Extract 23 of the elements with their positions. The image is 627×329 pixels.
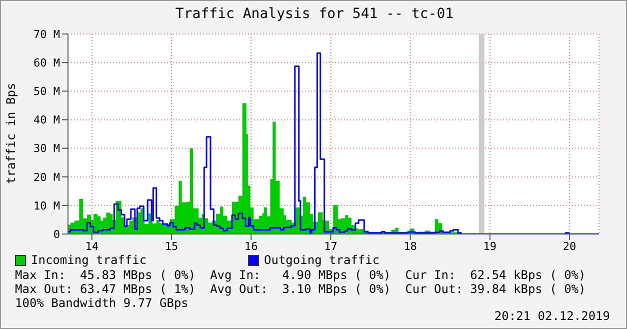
- x-tick-label: 15: [164, 240, 178, 253]
- x-tick-label: 18: [404, 240, 417, 253]
- x-tick-label: 20: [562, 240, 576, 253]
- y-tick-label: 60 M: [34, 56, 60, 70]
- x-tick-label: 17: [324, 240, 338, 253]
- y-tick-label: 0: [53, 228, 60, 241]
- y-tick-label: 50 M: [34, 85, 60, 98]
- chart-title: Traffic Analysis for 541 -- tc-01: [174, 6, 455, 22]
- y-tick-label: 40 M: [34, 114, 60, 127]
- y-tick-label: 70 M: [34, 28, 60, 41]
- x-tick-label: 14: [85, 240, 99, 253]
- x-tick-label: 19: [483, 240, 497, 253]
- text: 20:21 02.12.2019: [494, 309, 610, 323]
- y-tick-label: 20 M: [34, 170, 60, 184]
- text: Max In: 45.83 MBps ( 0%) Avg In: 4.90 MBps ( 0%) Cur In: 62.54 kBps ( 0%): [15, 268, 586, 282]
- y-axis-title: traffic in Bps: [4, 82, 18, 184]
- text: Max Out: 63.47 MBps ( 1%) Avg Out: 3.10 MBps ( 0%) Cur Out: 39.84 kBps ( 0%): [15, 282, 586, 296]
- legend-label: Outgoing traffic: [263, 253, 381, 267]
- y-tick-label: 10 M: [34, 199, 60, 212]
- y-tick-label: 30 M: [34, 142, 60, 156]
- legend-label: Incoming traffic: [30, 253, 148, 267]
- x-tick-label: 16: [244, 240, 258, 253]
- text: 100% Bandwidth 9.77 GBps: [15, 296, 190, 310]
